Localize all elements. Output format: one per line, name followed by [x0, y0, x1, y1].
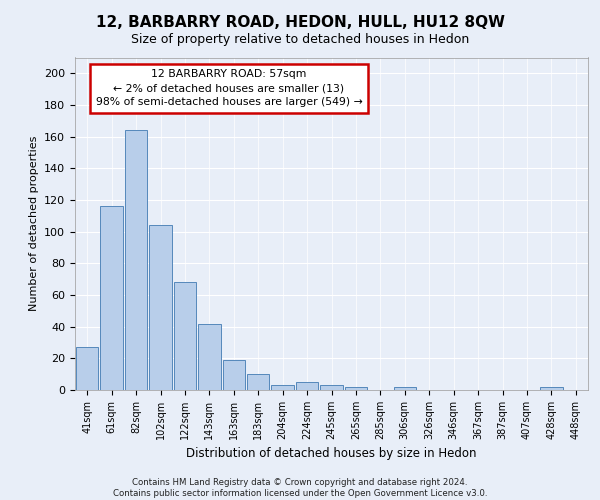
Bar	[394, 387, 416, 390]
Text: Size of property relative to detached houses in Hedon: Size of property relative to detached ho…	[131, 32, 469, 46]
Bar	[344, 387, 367, 390]
X-axis label: Distribution of detached houses by size in Hedon: Distribution of detached houses by size …	[186, 448, 477, 460]
Bar	[540, 387, 563, 390]
Bar	[76, 347, 98, 390]
Bar	[247, 374, 269, 390]
Bar	[223, 360, 245, 390]
Text: 12 BARBARRY ROAD: 57sqm
← 2% of detached houses are smaller (13)
98% of semi-det: 12 BARBARRY ROAD: 57sqm ← 2% of detached…	[95, 69, 362, 107]
Text: Contains HM Land Registry data © Crown copyright and database right 2024.
Contai: Contains HM Land Registry data © Crown c…	[113, 478, 487, 498]
Bar	[296, 382, 319, 390]
Bar	[100, 206, 123, 390]
Bar	[173, 282, 196, 390]
Bar	[271, 385, 294, 390]
Bar	[149, 226, 172, 390]
Bar	[125, 130, 148, 390]
Bar	[320, 385, 343, 390]
Bar	[198, 324, 221, 390]
Y-axis label: Number of detached properties: Number of detached properties	[29, 136, 38, 312]
Text: 12, BARBARRY ROAD, HEDON, HULL, HU12 8QW: 12, BARBARRY ROAD, HEDON, HULL, HU12 8QW	[95, 15, 505, 30]
